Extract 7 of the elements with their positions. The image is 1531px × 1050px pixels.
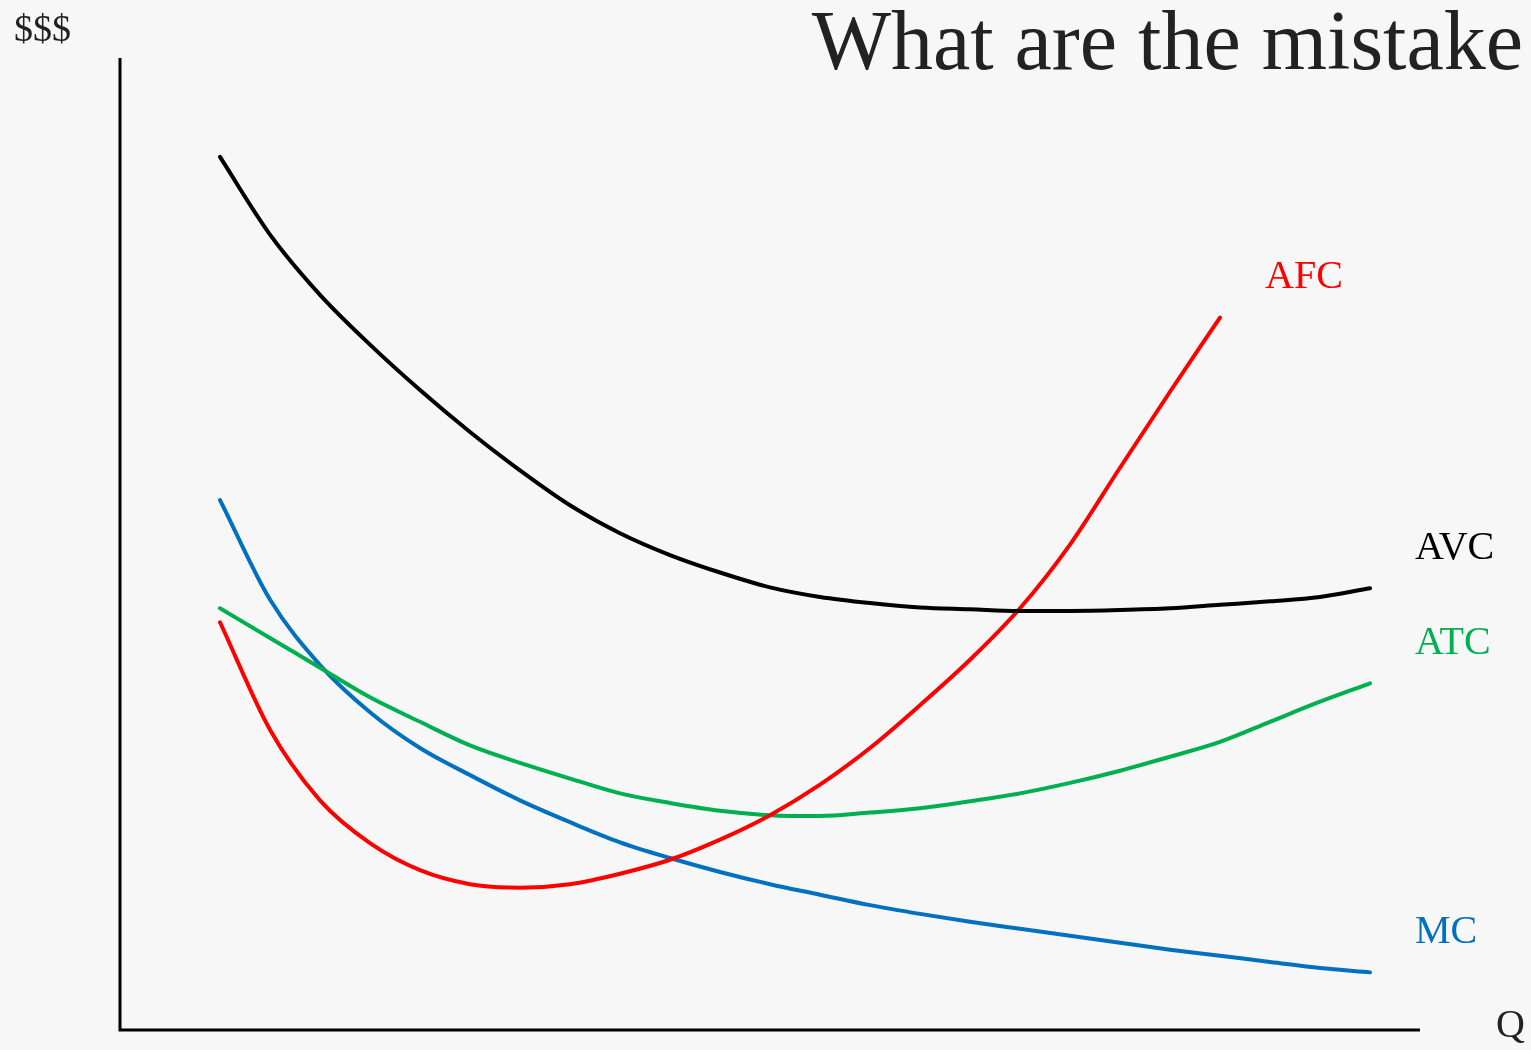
chart-title: What are the mistake <box>811 0 1523 89</box>
series-label: AVC <box>1415 522 1495 568</box>
series-label: AFC <box>1265 252 1343 298</box>
y-axis-title: $$$ <box>14 6 71 50</box>
series-label: MC <box>1415 906 1478 952</box>
series-label: ATC <box>1415 617 1491 663</box>
x-axis-title: Q <box>1496 1000 1525 1047</box>
